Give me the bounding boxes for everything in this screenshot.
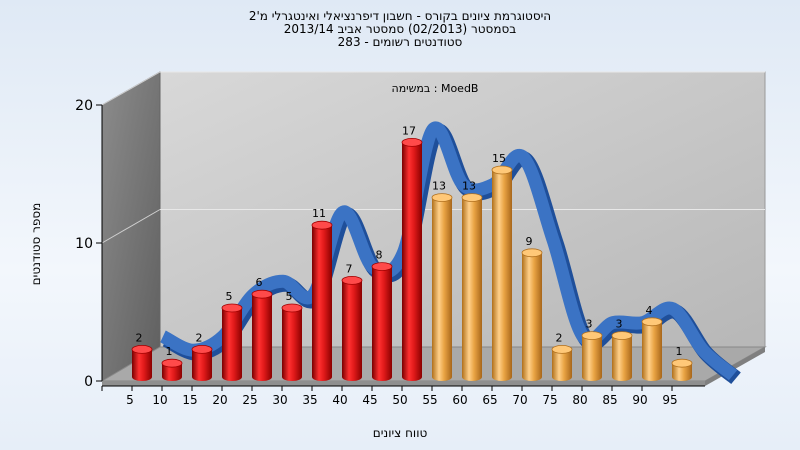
bar-cap <box>221 303 243 313</box>
bar <box>192 349 212 381</box>
data-label: 3 <box>586 318 593 331</box>
data-label: 13 <box>432 180 446 193</box>
data-label: 2 <box>556 331 563 344</box>
bar <box>522 252 542 381</box>
data-label: 15 <box>492 152 506 165</box>
x-tick-label: 30 <box>272 393 287 407</box>
bar-cap <box>281 303 303 313</box>
bar <box>432 197 452 381</box>
data-label: 5 <box>286 290 293 303</box>
y-tick-label: 0 <box>84 374 93 390</box>
x-axis-label: טווח ציונים <box>372 426 428 440</box>
data-label: 9 <box>526 235 533 248</box>
data-label: 17 <box>402 124 416 137</box>
x-tick-label: 80 <box>572 393 587 407</box>
y-axis-label: מספר סטודנטים <box>29 202 43 286</box>
chart-subtitle: במשימה : MoedB <box>391 82 479 95</box>
gridline-side <box>101 71 161 106</box>
data-label: 7 <box>346 262 353 275</box>
data-label: 3 <box>616 318 623 331</box>
bar <box>282 308 302 381</box>
x-tick-label: 10 <box>152 393 167 407</box>
bar-cap <box>401 137 423 147</box>
y-tick-label: 20 <box>75 98 93 114</box>
data-label: 6 <box>256 276 263 289</box>
x-tick-label: 70 <box>512 393 527 407</box>
bar <box>462 197 482 381</box>
x-tick-label: 50 <box>392 393 407 407</box>
bar <box>162 363 182 381</box>
bar-cap <box>491 165 513 175</box>
bar <box>612 335 632 381</box>
x-tick-label: 15 <box>182 393 197 407</box>
data-label: 1 <box>676 345 683 358</box>
bar-cap <box>581 331 603 341</box>
trend-line <box>159 121 738 381</box>
bar-cap <box>551 344 573 354</box>
bar-cap <box>161 358 183 368</box>
title-line-2: בסמסטר (02/2013) סמסטר אביב 2013/14 <box>283 22 517 36</box>
title-line-3: 283 - סטודנטים רשומים <box>337 35 463 49</box>
title-line-1: היסטוגרמת ציונים בקורס - חשבון דיפרנציאל… <box>248 9 552 23</box>
bar <box>132 349 152 381</box>
floor-side-edge <box>705 347 765 386</box>
x-tick-label: 55 <box>422 393 437 407</box>
bar <box>492 170 512 381</box>
bar-cap <box>671 358 693 368</box>
chart-title: היסטוגרמת ציונים בקורס - חשבון דיפרנציאל… <box>0 10 800 49</box>
x-tick-label: 20 <box>212 393 227 407</box>
bar <box>222 308 242 381</box>
bar <box>312 225 332 381</box>
x-tick-label: 25 <box>242 393 257 407</box>
x-tick-label: 75 <box>542 393 557 407</box>
data-label: 1 <box>166 345 173 358</box>
bar-cap <box>611 331 633 341</box>
x-tick-label: 60 <box>452 393 467 407</box>
bar-cap <box>431 193 453 203</box>
x-tick-label: 45 <box>362 393 377 407</box>
x-tick-label: 95 <box>662 393 677 407</box>
bar <box>342 280 362 381</box>
x-tick-label: 5 <box>126 393 134 407</box>
data-label: 4 <box>646 304 653 317</box>
bar <box>672 363 692 381</box>
data-label: 11 <box>312 207 326 220</box>
x-tick-label: 85 <box>602 393 617 407</box>
bar <box>552 349 572 381</box>
bar-cap <box>191 344 213 354</box>
bar <box>582 335 602 381</box>
bar-cap <box>131 344 153 354</box>
bar-cap <box>521 248 543 258</box>
data-label: 5 <box>226 290 233 303</box>
bar-cap <box>311 220 333 230</box>
x-tick-label: 90 <box>632 393 647 407</box>
bar-cap <box>251 289 273 299</box>
bar <box>252 294 272 381</box>
data-label: 2 <box>196 331 203 344</box>
x-tick-label: 40 <box>332 393 347 407</box>
data-label: 2 <box>136 331 143 344</box>
x-tick-label: 35 <box>302 393 317 407</box>
x-tick-label: 65 <box>482 393 497 407</box>
gridline-side <box>101 209 161 244</box>
bar-cap <box>641 317 663 327</box>
bar-cap <box>341 275 363 285</box>
bar <box>402 142 422 381</box>
bar <box>642 321 662 381</box>
bar <box>372 266 392 381</box>
data-label: 8 <box>376 249 383 262</box>
data-label: 13 <box>462 180 476 193</box>
bar-cap <box>371 262 393 272</box>
y-tick-label: 10 <box>75 236 93 252</box>
floor-edge <box>102 381 705 386</box>
bar-cap <box>461 193 483 203</box>
